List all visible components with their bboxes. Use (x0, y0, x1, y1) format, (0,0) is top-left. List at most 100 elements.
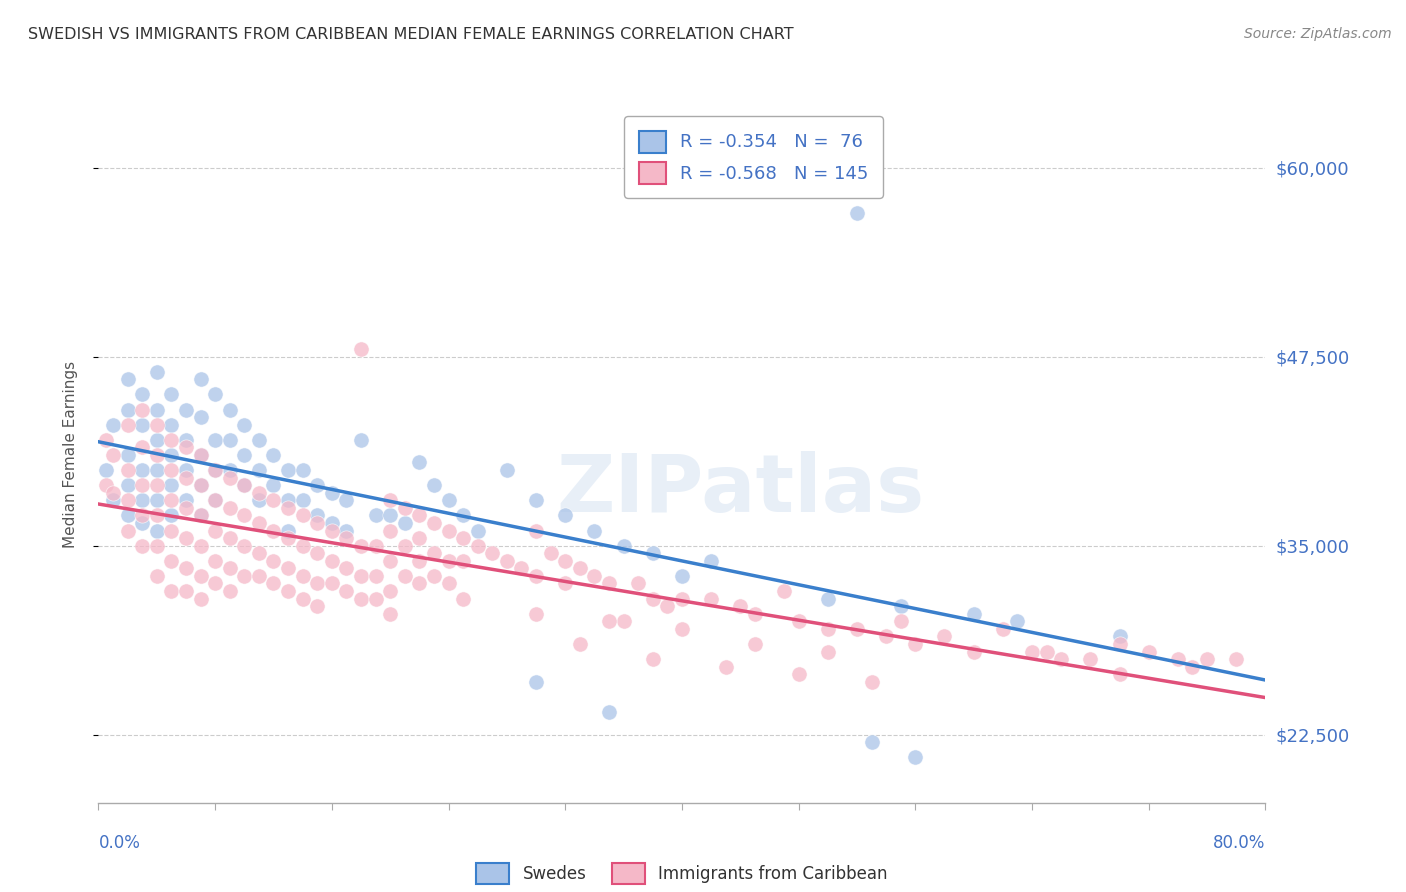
Point (174, 561, 197, 575)
Point (307, 478, 329, 492)
Point (204, 576, 226, 591)
Point (291, 508, 314, 523)
Point (394, 500, 416, 515)
Point (1167, 652, 1189, 666)
Point (904, 750, 927, 764)
Point (1021, 644, 1043, 658)
Legend: Swedes, Immigrants from Caribbean: Swedes, Immigrants from Caribbean (468, 855, 896, 892)
Point (146, 365, 169, 379)
Text: 80.0%: 80.0% (1213, 834, 1265, 852)
Point (962, 644, 984, 658)
Point (190, 569, 212, 583)
Point (101, 448, 124, 462)
Point (131, 387, 153, 401)
Point (1137, 644, 1160, 658)
Point (131, 493, 153, 508)
Point (101, 485, 124, 500)
Point (845, 206, 868, 220)
Point (394, 516, 416, 530)
Point (451, 508, 474, 523)
Point (1108, 667, 1130, 681)
Point (744, 607, 766, 621)
Point (117, 493, 139, 508)
Y-axis label: Median Female Earnings: Median Female Earnings (63, 361, 77, 549)
Point (1007, 615, 1029, 629)
Point (131, 508, 153, 523)
Point (146, 524, 169, 538)
Point (160, 433, 183, 447)
Point (568, 637, 591, 651)
Point (146, 508, 169, 523)
Point (218, 463, 240, 477)
Point (700, 591, 723, 606)
Point (204, 463, 226, 477)
Point (481, 546, 503, 560)
Point (262, 554, 284, 568)
Point (1225, 652, 1247, 666)
Text: SWEDISH VS IMMIGRANTS FROM CARIBBEAN MEDIAN FEMALE EARNINGS CORRELATION CHART: SWEDISH VS IMMIGRANTS FROM CARIBBEAN MED… (28, 27, 794, 42)
Point (291, 493, 314, 508)
Point (335, 561, 357, 575)
Point (307, 576, 329, 591)
Point (423, 516, 446, 530)
Point (378, 554, 402, 568)
Point (350, 591, 373, 606)
Point (101, 493, 124, 508)
Point (1108, 637, 1130, 651)
Point (817, 591, 839, 606)
Point (218, 500, 240, 515)
Point (598, 705, 620, 719)
Point (583, 569, 606, 583)
Point (160, 387, 183, 401)
Point (408, 455, 430, 469)
Point (146, 448, 169, 462)
Point (247, 485, 270, 500)
Point (1080, 652, 1102, 666)
Point (364, 508, 387, 523)
Point (247, 569, 270, 583)
Point (787, 667, 810, 681)
Point (117, 448, 139, 462)
Point (991, 622, 1014, 636)
Point (845, 622, 868, 636)
Point (627, 576, 650, 591)
Point (160, 417, 183, 432)
Point (540, 546, 562, 560)
Point (364, 591, 387, 606)
Point (554, 554, 576, 568)
Point (190, 539, 212, 553)
Point (291, 463, 314, 477)
Point (657, 599, 679, 614)
Point (233, 478, 256, 492)
Point (714, 659, 737, 673)
Point (394, 539, 416, 553)
Point (131, 463, 153, 477)
Point (700, 554, 723, 568)
Point (101, 417, 124, 432)
Point (934, 629, 956, 643)
Point (247, 546, 270, 560)
Point (218, 531, 240, 545)
Point (641, 652, 664, 666)
Point (524, 569, 547, 583)
Point (860, 674, 883, 689)
Point (146, 417, 169, 432)
Point (817, 644, 839, 658)
Point (146, 478, 169, 492)
Point (262, 576, 284, 591)
Point (307, 599, 329, 614)
Point (890, 599, 912, 614)
Point (247, 463, 270, 477)
Point (174, 402, 197, 417)
Point (612, 615, 634, 629)
Point (131, 441, 153, 455)
Point (233, 478, 256, 492)
Point (247, 516, 270, 530)
Point (233, 569, 256, 583)
Point (218, 561, 240, 575)
Point (190, 448, 212, 462)
Point (160, 493, 183, 508)
Point (117, 478, 139, 492)
Point (671, 591, 693, 606)
Point (451, 591, 474, 606)
